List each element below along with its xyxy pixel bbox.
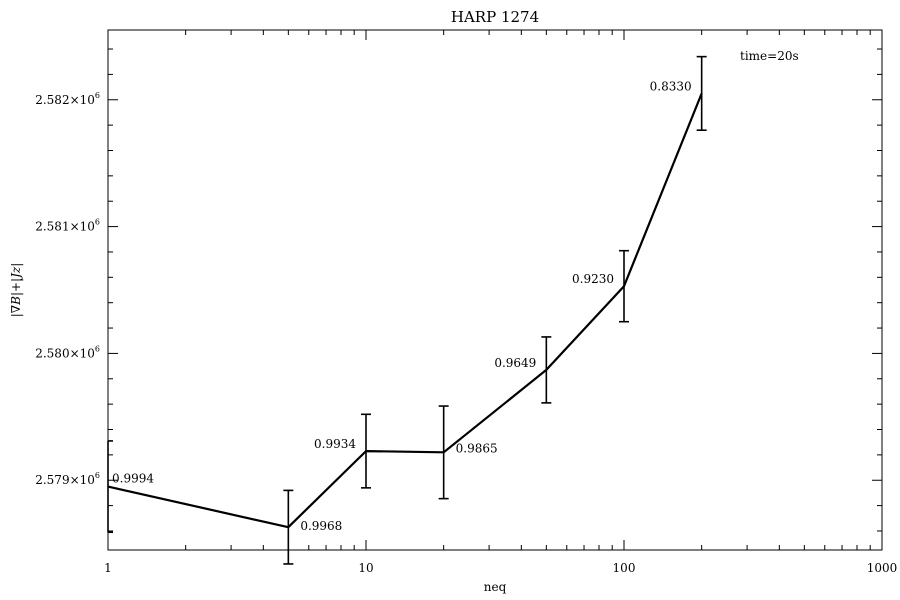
data-label: 0.9968: [300, 519, 342, 533]
y-tick-mantissa: 2.582×10: [35, 93, 95, 107]
data-label: 0.9230: [572, 272, 614, 286]
series-line: [107, 92, 703, 529]
y-tick-exponent: 6: [95, 218, 100, 227]
data-label: 0.8330: [650, 79, 692, 93]
data-label: 0.9994: [112, 472, 154, 486]
y-tick-exponent: 6: [95, 91, 100, 100]
plot-frame: [107, 29, 883, 551]
y-tick-label: 2.581×106: [35, 218, 100, 234]
data-label: 0.9865: [456, 441, 498, 455]
data-point: 0.9865: [438, 405, 498, 500]
y-tick-mantissa: 2.579×10: [35, 473, 95, 487]
x-axis-label: neq: [484, 580, 507, 594]
chart-title: HARP 1274: [451, 8, 539, 26]
y-tick-exponent: 6: [95, 471, 100, 480]
data-label: 0.9934: [314, 437, 356, 451]
data-point: 0.9994: [107, 440, 154, 534]
y-tick-mantissa: 2.581×10: [35, 220, 95, 234]
y-axis-label: |∇B|+|Jz|: [9, 263, 23, 318]
data-point: 0.8330: [650, 55, 707, 131]
y-tick-mantissa: 2.580×10: [35, 346, 95, 360]
x-tick-label: 1: [104, 561, 112, 575]
data-point: 0.9649: [494, 336, 552, 404]
data-label: 0.9649: [494, 356, 536, 370]
x-tick-label: 1000: [867, 561, 898, 575]
axis-tick-labels: 1 10 100 10002.579×1062.580×1062.581×1062.5…: [35, 91, 897, 575]
chart-marks: 0.9994 0.9968 0.9934 0.9865 0.9649 0.9230 0.83…: [107, 55, 707, 565]
y-tick-label: 2.579×106: [35, 471, 100, 487]
x-tick-label: 10: [358, 561, 373, 575]
y-tick-label: 2.580×106: [35, 344, 100, 360]
data-point: 0.9934: [314, 413, 371, 489]
y-tick-exponent: 6: [95, 344, 100, 353]
x-tick-label: 100: [613, 561, 636, 575]
time-annotation: time=20s: [740, 49, 799, 63]
data-point: 0.9968: [283, 489, 342, 565]
axis-ticks: [107, 30, 883, 550]
y-tick-label: 2.582×106: [35, 91, 100, 107]
data-point: 0.9230: [572, 249, 629, 323]
